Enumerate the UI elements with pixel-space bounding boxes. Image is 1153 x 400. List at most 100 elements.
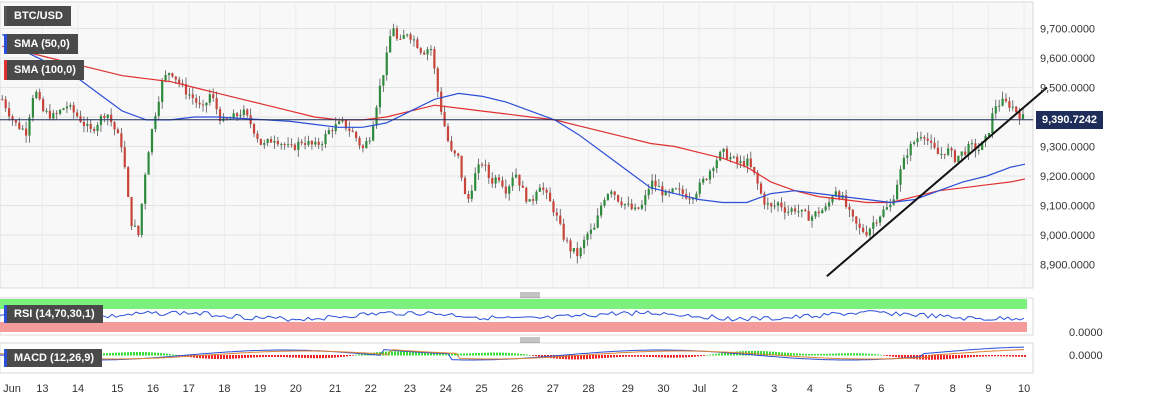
macd-histogram-bar (268, 355, 270, 357)
candle-body (671, 188, 674, 193)
macd-histogram-bar (349, 355, 351, 357)
candle-body (59, 109, 62, 114)
macd-histogram-bar (115, 352, 117, 356)
rsi-overbought-band (0, 299, 1027, 309)
candle-body (307, 140, 310, 145)
candle-body (634, 207, 637, 210)
candle-body (191, 94, 194, 99)
macd-histogram-bar (442, 353, 444, 356)
macd-histogram-bar (502, 352, 504, 356)
macd-histogram-bar (322, 355, 324, 359)
macd-histogram-bar (241, 355, 243, 359)
macd-histogram-bar (940, 355, 942, 360)
sma50-legend[interactable]: SMA (50,0) (4, 34, 78, 54)
candle-body (977, 149, 980, 151)
macd-histogram-bar (997, 355, 999, 357)
macd-legend[interactable]: MACD (12,26,9) (4, 349, 103, 367)
macd-histogram-bar (952, 355, 954, 359)
candle-body (69, 105, 72, 107)
candle-body (919, 137, 923, 139)
y-tick-label: 9,300.0000 (1040, 141, 1095, 153)
macd-histogram-bar (904, 355, 906, 359)
macd-histogram-bar (292, 355, 294, 358)
candle-body (140, 203, 143, 235)
sma100-legend[interactable]: SMA (100,0) (4, 60, 84, 80)
rsi-panel: 0.0000 (0, 297, 1103, 339)
macd-histogram-bar (874, 354, 876, 356)
candle-body (14, 120, 17, 123)
macd-histogram-bar (988, 355, 990, 357)
macd-histogram-bar (328, 355, 330, 358)
candle-body (317, 141, 320, 145)
macd-histogram-bar (301, 355, 303, 358)
macd-histogram-bar (961, 355, 963, 358)
candle-body (174, 76, 177, 80)
macd-histogram-bar (487, 352, 489, 356)
macd-histogram-bar (499, 352, 501, 356)
macd-histogram-bar (928, 355, 930, 360)
macd-histogram-bar (1009, 355, 1011, 357)
rsi-macd-splitter[interactable] (520, 337, 540, 343)
macd-histogram-bar (766, 351, 768, 356)
macd-histogram-bar (853, 353, 855, 356)
macd-histogram-bar (685, 355, 687, 358)
trendline[interactable] (826, 86, 1048, 277)
macd-histogram-bar (817, 353, 819, 356)
candle-body (463, 177, 467, 195)
rsi-legend[interactable]: RSI (14,70,30,1) (4, 305, 103, 323)
macd-histogram-bar (373, 352, 375, 356)
candle-body (477, 164, 480, 174)
macd-histogram-bar (598, 355, 600, 359)
macd-histogram-bar (652, 355, 654, 358)
macd-histogram-bar (103, 353, 105, 356)
candle-body (889, 204, 892, 208)
macd-histogram-bar (235, 355, 237, 359)
macd-histogram-bar (475, 353, 477, 356)
candle-body (467, 194, 470, 199)
candle-body (368, 140, 371, 142)
y-tick-label: 9,500.0000 (1040, 83, 1095, 95)
macd-histogram-bar (130, 352, 132, 356)
candle-body (967, 144, 970, 155)
macd-histogram-bar (688, 355, 690, 358)
candle-body (266, 139, 269, 144)
macd-histogram-bar (493, 352, 495, 356)
macd-histogram-bar (574, 355, 576, 360)
symbol-legend[interactable]: BTC/USD (4, 6, 71, 26)
macd-histogram-bar (958, 355, 960, 359)
candle-body (664, 191, 667, 196)
macd-label: MACD (12,26,9) (14, 352, 95, 364)
candle-body (936, 147, 940, 155)
candle-body (21, 128, 24, 130)
macd-histogram-bar (601, 355, 603, 359)
candle-body (79, 116, 82, 123)
candle-body (31, 97, 34, 118)
macd-histogram-bar (424, 352, 426, 356)
candle-body (746, 158, 749, 166)
macd-histogram-bar (238, 355, 240, 359)
macd-histogram-bar (154, 352, 156, 356)
price-rsi-splitter[interactable] (520, 292, 540, 298)
candle-body (4, 99, 7, 109)
candle-body (1011, 106, 1014, 108)
candle-body (552, 201, 555, 213)
macd-histogram-bar (661, 355, 663, 358)
candle-body (263, 143, 266, 145)
macd-histogram-bar (826, 353, 828, 356)
macd-histogram-bar (484, 352, 486, 356)
macd-histogram-bar (340, 355, 342, 358)
macd-histogram-bar (580, 355, 582, 360)
candle-body (722, 148, 725, 152)
macd-histogram-bar (496, 352, 498, 356)
candle-body (161, 80, 164, 102)
candle-body (637, 207, 640, 209)
macd-histogram-bar (223, 355, 225, 359)
x-tick-label: 6 (878, 383, 884, 395)
candle-body (276, 140, 279, 145)
candle-body (1021, 114, 1025, 119)
macd-histogram-bar (703, 355, 705, 356)
candle-body (460, 155, 463, 178)
macd-histogram-bar (175, 354, 177, 356)
macd-histogram-bar (217, 355, 219, 360)
macd-histogram-bar (394, 351, 396, 356)
